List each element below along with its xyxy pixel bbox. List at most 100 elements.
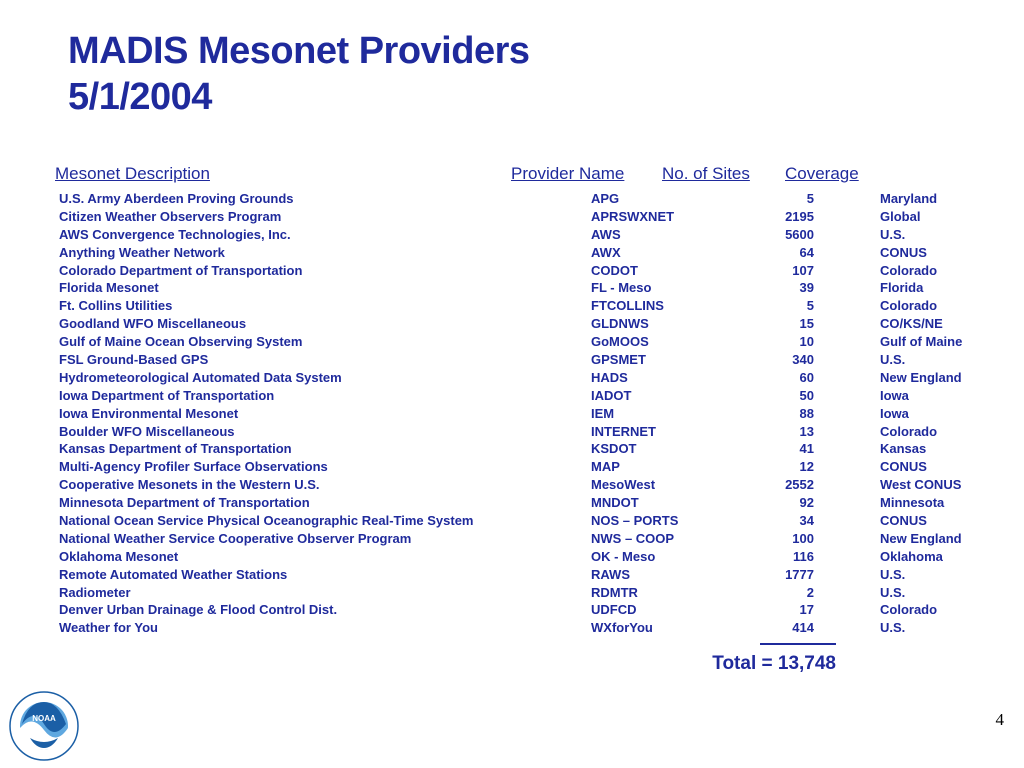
row-sites: 10	[799, 334, 814, 350]
row-description: Gulf of Maine Ocean Observing System	[59, 334, 303, 350]
row-description: Florida Mesonet	[59, 280, 159, 296]
table-row: Denver Urban Drainage & Flood Control Di…	[0, 601, 1024, 619]
row-provider: MAP	[591, 459, 620, 475]
row-sites: 1777	[785, 566, 814, 582]
row-sites: 88	[799, 405, 814, 421]
row-provider: HADS	[591, 369, 628, 385]
row-provider: RDMTR	[591, 584, 638, 600]
row-sites: 5	[806, 298, 814, 314]
table-row: Anything Weather Network AWX 64 CONUS	[0, 244, 1024, 262]
row-description: FSL Ground-Based GPS	[59, 352, 209, 368]
row-coverage: U.S.	[880, 352, 906, 368]
row-coverage: Colorado	[880, 423, 938, 439]
table-row: Multi-Agency Profiler Surface Observatio…	[0, 458, 1024, 476]
row-provider: WXforYou	[591, 620, 653, 636]
table-row: National Ocean Service Physical Oceanogr…	[0, 512, 1024, 530]
row-sites: 5	[806, 191, 814, 206]
row-description: Iowa Department of Transportation	[59, 387, 275, 403]
table-row: Boulder WFO Miscellaneous INTERNET 13 Color…	[0, 423, 1024, 441]
header-coverage: Coverage	[785, 164, 859, 183]
row-provider: MNDOT	[591, 495, 639, 511]
table-row: Cooperative Mesonets in the Western U.S.…	[0, 476, 1024, 494]
table-row: Remote Automated Weather Stations RAWS 177…	[0, 566, 1024, 584]
row-coverage: Florida	[880, 280, 924, 296]
provider-table: U.S. Army Aberdeen Proving Grounds APG 5 Ma…	[0, 190, 1024, 637]
row-coverage: New England	[880, 369, 962, 385]
table-row: Florida Mesonet FL - Meso 39 Florida	[0, 279, 1024, 297]
row-sites: 2552	[785, 477, 814, 493]
row-provider: NWS – COOP	[591, 530, 675, 546]
row-description: Weather for You	[59, 620, 158, 636]
row-sites: 340	[792, 352, 814, 368]
table-row: Gulf of Maine Ocean Observing System GoMO…	[0, 333, 1024, 351]
row-sites: 100	[792, 530, 814, 546]
row-description: National Ocean Service Physical Oceanogr…	[59, 513, 474, 529]
row-description: Kansas Department of Transportation	[59, 441, 292, 457]
row-provider: IADOT	[591, 387, 632, 403]
row-provider: APRSWXNET	[591, 208, 675, 224]
row-coverage: Minnesota	[880, 495, 945, 511]
total-sites: Total = 13,748	[712, 653, 836, 674]
row-sites: 50	[799, 387, 814, 403]
row-provider: UDFCD	[591, 602, 637, 618]
row-provider: IEM	[591, 405, 615, 421]
row-coverage: Iowa	[880, 387, 909, 403]
row-sites: 2195	[785, 208, 814, 224]
row-coverage: U.S.	[880, 226, 906, 242]
row-description: Oklahoma Mesonet	[59, 548, 179, 564]
row-sites: 92	[799, 495, 814, 511]
row-sites: 2	[806, 584, 814, 600]
row-coverage: Colorado	[880, 298, 938, 314]
row-coverage: New England	[880, 530, 962, 546]
row-provider: FTCOLLINS	[591, 298, 664, 314]
row-description: Cooperative Mesonets in the Western U.S.	[59, 477, 320, 493]
table-row: Iowa Department of Transportation IADOT 50…	[0, 387, 1024, 405]
row-provider: CODOT	[591, 262, 638, 278]
row-description: Multi-Agency Profiler Surface Observatio…	[59, 459, 328, 475]
row-coverage: Colorado	[880, 602, 938, 618]
row-sites: 41	[799, 441, 814, 457]
row-sites: 12	[799, 459, 814, 475]
row-sites: 15	[799, 316, 814, 332]
logo-text: NOAA	[32, 714, 56, 723]
row-description: Iowa Environmental Mesonet	[59, 405, 239, 421]
table-row: National Weather Service Cooperative Obs…	[0, 530, 1024, 548]
table-row: Colorado Department of Transportation COD…	[0, 262, 1024, 280]
table-row: U.S. Army Aberdeen Proving Grounds APG 5 Ma…	[0, 190, 1024, 208]
row-sites: 17	[799, 602, 814, 618]
row-provider: INTERNET	[591, 423, 656, 439]
row-description: Boulder WFO Miscellaneous	[59, 423, 235, 439]
table-row: Weather for You WXforYou 414 U.S.	[0, 619, 1024, 637]
row-coverage: Maryland	[880, 191, 938, 206]
header-sites: No. of Sites	[662, 164, 750, 183]
table-row: FSL Ground-Based GPS GPSMET 340 U.S.	[0, 351, 1024, 369]
row-provider: AWX	[591, 244, 621, 260]
row-description: Colorado Department of Transportation	[59, 262, 303, 278]
row-description: Goodland WFO Miscellaneous	[59, 316, 247, 332]
title-line-1: MADIS Mesonet Providers	[68, 30, 530, 72]
row-provider: RAWS	[591, 566, 630, 582]
row-sites: 13	[799, 423, 814, 439]
table-row: Citizen Weather Observers Program APRSWXN…	[0, 208, 1024, 226]
row-provider: APG	[591, 191, 620, 206]
row-coverage: U.S.	[880, 566, 906, 582]
row-description: Remote Automated Weather Stations	[59, 566, 288, 582]
row-sites: 414	[792, 620, 814, 636]
table-row: Kansas Department of Transportation KSDOT…	[0, 440, 1024, 458]
row-coverage: Iowa	[880, 405, 909, 421]
row-provider: GoMOOS	[591, 334, 649, 350]
row-description: Ft. Collins Utilities	[59, 298, 173, 314]
row-coverage: CO/KS/NE	[880, 316, 943, 332]
row-coverage: CONUS	[880, 513, 927, 529]
row-coverage: U.S.	[880, 620, 906, 636]
row-description: Denver Urban Drainage & Flood Control Di…	[59, 602, 338, 618]
table-row: Ft. Collins Utilities FTCOLLINS 5 Colorado	[0, 297, 1024, 315]
page-number: 4	[995, 710, 1005, 729]
header-description: Mesonet Description	[55, 164, 210, 183]
row-sites: 116	[793, 548, 814, 564]
table-row: Goodland WFO Miscellaneous GLDNWS 15 CO/KS/…	[0, 315, 1024, 333]
row-sites: 60	[799, 369, 814, 385]
row-description: Minnesota Department of Transportation	[59, 495, 310, 511]
row-sites: 107	[792, 262, 814, 278]
noaa-logo-icon: NOAA	[9, 691, 79, 761]
